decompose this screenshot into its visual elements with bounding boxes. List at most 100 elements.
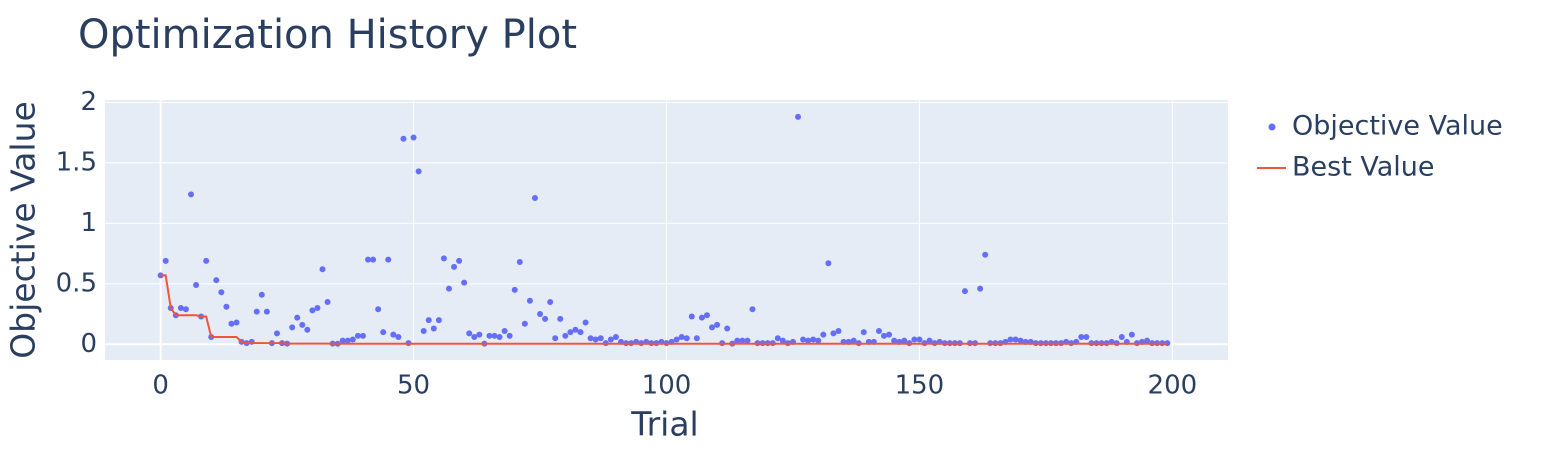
point [815, 337, 822, 344]
point [349, 336, 356, 343]
point [1128, 331, 1135, 338]
chart-title: Optimization History Plot [78, 12, 577, 58]
point [258, 291, 265, 298]
point [577, 329, 584, 336]
point [516, 259, 523, 266]
x-tick-label: 100 [642, 371, 692, 401]
point [521, 320, 528, 327]
point [304, 326, 311, 333]
point [354, 332, 361, 339]
point [1017, 337, 1024, 344]
point [435, 317, 442, 324]
point [491, 332, 498, 339]
y-tick-label: 1.5 [56, 147, 97, 177]
point [289, 324, 296, 331]
point [410, 134, 417, 141]
point [582, 319, 589, 326]
point [825, 260, 832, 267]
point [587, 335, 594, 342]
point [1144, 337, 1151, 344]
point [698, 314, 705, 321]
point [688, 313, 695, 320]
point [314, 305, 321, 311]
point [375, 306, 382, 313]
point [223, 303, 230, 310]
y-tick-label: 1 [80, 208, 97, 238]
point [673, 336, 680, 343]
point [795, 113, 802, 120]
point [709, 324, 716, 331]
point [193, 282, 200, 289]
point [511, 286, 518, 293]
point [380, 329, 387, 336]
point [886, 331, 893, 338]
point [547, 298, 554, 305]
point [683, 335, 690, 342]
point [476, 331, 483, 338]
y-axis-title: Objective Value [4, 101, 43, 359]
point [501, 327, 508, 334]
point [567, 329, 574, 336]
point [440, 255, 447, 262]
point [982, 251, 989, 258]
point [451, 263, 458, 270]
point [734, 337, 741, 344]
point [213, 277, 220, 284]
point [739, 337, 746, 344]
point [1012, 336, 1019, 343]
legend-label: Objective Value [1292, 111, 1503, 142]
point [875, 327, 882, 334]
point [365, 256, 372, 263]
point [218, 289, 225, 296]
x-tick-label: 150 [895, 371, 945, 401]
point [891, 337, 898, 344]
point [162, 257, 169, 264]
point [961, 288, 968, 295]
line [160, 274, 1168, 345]
point [805, 337, 812, 344]
point [926, 337, 933, 344]
point [612, 334, 619, 341]
point [430, 325, 437, 332]
point [572, 326, 579, 333]
point [774, 335, 781, 342]
x-axis-title: Trial [630, 405, 698, 444]
point [319, 266, 326, 273]
point [299, 321, 306, 328]
point [486, 332, 493, 339]
point [461, 279, 468, 286]
point [177, 305, 184, 311]
point [562, 332, 569, 339]
point [1118, 334, 1125, 341]
legend-marker [1268, 123, 1276, 131]
point [400, 135, 407, 142]
point [359, 332, 366, 339]
point [744, 337, 751, 344]
point [724, 325, 731, 332]
point [294, 314, 301, 321]
point [860, 329, 867, 336]
point [385, 256, 392, 263]
y-tick-label: 0 [80, 329, 97, 359]
point [835, 327, 842, 334]
point [324, 298, 331, 305]
point [456, 257, 463, 264]
point [1083, 334, 1090, 341]
point [749, 306, 756, 313]
point [850, 337, 857, 344]
point [526, 297, 533, 304]
y-tick-label: 0.5 [56, 268, 97, 298]
point [881, 332, 888, 339]
point [597, 335, 604, 342]
point [531, 194, 538, 201]
point [703, 312, 710, 319]
point [228, 320, 235, 327]
point [370, 256, 377, 263]
point [466, 330, 473, 337]
y-tick-label: 2 [80, 87, 97, 117]
point [552, 335, 559, 342]
point [779, 337, 786, 344]
point [309, 307, 316, 314]
point [820, 331, 827, 338]
point [678, 334, 685, 341]
